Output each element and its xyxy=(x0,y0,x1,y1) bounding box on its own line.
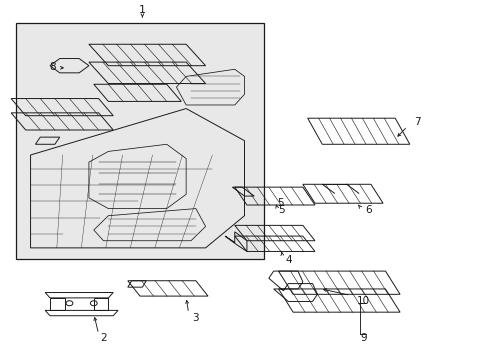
Text: 5: 5 xyxy=(278,205,284,215)
Text: 8: 8 xyxy=(49,63,56,72)
Bar xyxy=(16,23,264,258)
Text: 1: 1 xyxy=(139,5,145,15)
Text: 10: 10 xyxy=(356,296,369,306)
Text: 4: 4 xyxy=(285,255,291,265)
Text: 5: 5 xyxy=(277,198,284,208)
Text: 7: 7 xyxy=(413,117,420,127)
Text: 2: 2 xyxy=(100,333,106,343)
Text: 9: 9 xyxy=(360,333,366,343)
Text: 3: 3 xyxy=(192,312,199,323)
Text: 6: 6 xyxy=(365,205,371,215)
